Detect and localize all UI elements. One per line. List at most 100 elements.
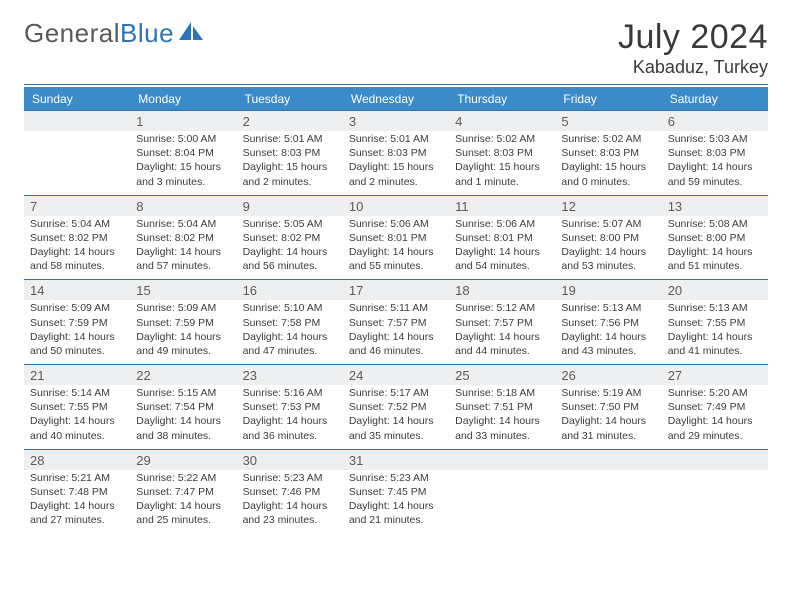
sail-icon bbox=[177, 20, 207, 42]
daylight-text: Daylight: 14 hours bbox=[243, 414, 337, 428]
day-number bbox=[24, 111, 130, 132]
daylight-text-2: and 49 minutes. bbox=[136, 344, 230, 358]
daylight-text-2: and 43 minutes. bbox=[561, 344, 655, 358]
daylight-text: Daylight: 14 hours bbox=[136, 414, 230, 428]
daynum-row: 28293031 bbox=[24, 449, 768, 470]
day-number: 31 bbox=[343, 449, 449, 470]
sunrise-text: Sunrise: 5:13 AM bbox=[668, 301, 762, 315]
day-cell: Sunrise: 5:00 AMSunset: 8:04 PMDaylight:… bbox=[130, 131, 236, 195]
daynum-row: 14151617181920 bbox=[24, 280, 768, 301]
brand-name-2: Blue bbox=[120, 18, 174, 48]
daylight-text: Daylight: 14 hours bbox=[561, 414, 655, 428]
daylight-text: Daylight: 14 hours bbox=[668, 414, 762, 428]
sunrise-text: Sunrise: 5:03 AM bbox=[668, 132, 762, 146]
day-number: 21 bbox=[24, 365, 130, 386]
weekday-header: Monday bbox=[130, 87, 236, 111]
day-number: 7 bbox=[24, 195, 130, 216]
daylight-text-2: and 46 minutes. bbox=[349, 344, 443, 358]
daylight-text: Daylight: 15 hours bbox=[136, 160, 230, 174]
divider bbox=[24, 84, 768, 85]
daylight-text-2: and 3 minutes. bbox=[136, 175, 230, 189]
info-row: Sunrise: 5:14 AMSunset: 7:55 PMDaylight:… bbox=[24, 385, 768, 449]
day-number bbox=[662, 449, 768, 470]
sunrise-text: Sunrise: 5:09 AM bbox=[30, 301, 124, 315]
daylight-text: Daylight: 14 hours bbox=[349, 414, 443, 428]
sunrise-text: Sunrise: 5:17 AM bbox=[349, 386, 443, 400]
day-number: 27 bbox=[662, 365, 768, 386]
day-number: 4 bbox=[449, 111, 555, 132]
daylight-text-2: and 58 minutes. bbox=[30, 259, 124, 273]
sunrise-text: Sunrise: 5:01 AM bbox=[243, 132, 337, 146]
sunset-text: Sunset: 7:55 PM bbox=[30, 400, 124, 414]
sunrise-text: Sunrise: 5:07 AM bbox=[561, 217, 655, 231]
day-number: 25 bbox=[449, 365, 555, 386]
day-cell bbox=[449, 470, 555, 534]
daylight-text: Daylight: 14 hours bbox=[668, 160, 762, 174]
sunset-text: Sunset: 7:55 PM bbox=[668, 316, 762, 330]
day-number: 3 bbox=[343, 111, 449, 132]
day-cell: Sunrise: 5:09 AMSunset: 7:59 PMDaylight:… bbox=[130, 300, 236, 364]
sunset-text: Sunset: 7:50 PM bbox=[561, 400, 655, 414]
day-number bbox=[449, 449, 555, 470]
header: GeneralBlue July 2024 Kabaduz, Turkey bbox=[24, 18, 768, 78]
daynum-row: 78910111213 bbox=[24, 195, 768, 216]
sunset-text: Sunset: 8:03 PM bbox=[668, 146, 762, 160]
daynum-row: 21222324252627 bbox=[24, 365, 768, 386]
sunrise-text: Sunrise: 5:04 AM bbox=[30, 217, 124, 231]
daylight-text: Daylight: 14 hours bbox=[349, 499, 443, 513]
day-cell: Sunrise: 5:02 AMSunset: 8:03 PMDaylight:… bbox=[449, 131, 555, 195]
day-cell: Sunrise: 5:19 AMSunset: 7:50 PMDaylight:… bbox=[555, 385, 661, 449]
sunrise-text: Sunrise: 5:10 AM bbox=[243, 301, 337, 315]
day-number: 19 bbox=[555, 280, 661, 301]
sunset-text: Sunset: 8:03 PM bbox=[349, 146, 443, 160]
daylight-text-2: and 35 minutes. bbox=[349, 429, 443, 443]
weekday-header: Thursday bbox=[449, 87, 555, 111]
day-number: 18 bbox=[449, 280, 555, 301]
sunset-text: Sunset: 8:03 PM bbox=[455, 146, 549, 160]
day-cell: Sunrise: 5:17 AMSunset: 7:52 PMDaylight:… bbox=[343, 385, 449, 449]
sunrise-text: Sunrise: 5:09 AM bbox=[136, 301, 230, 315]
day-cell: Sunrise: 5:21 AMSunset: 7:48 PMDaylight:… bbox=[24, 470, 130, 534]
sunset-text: Sunset: 7:58 PM bbox=[243, 316, 337, 330]
day-number: 13 bbox=[662, 195, 768, 216]
sunrise-text: Sunrise: 5:04 AM bbox=[136, 217, 230, 231]
sunset-text: Sunset: 8:00 PM bbox=[561, 231, 655, 245]
day-cell: Sunrise: 5:07 AMSunset: 8:00 PMDaylight:… bbox=[555, 216, 661, 280]
sunrise-text: Sunrise: 5:14 AM bbox=[30, 386, 124, 400]
day-number: 8 bbox=[130, 195, 236, 216]
daylight-text: Daylight: 14 hours bbox=[30, 414, 124, 428]
sunrise-text: Sunrise: 5:15 AM bbox=[136, 386, 230, 400]
day-number: 16 bbox=[237, 280, 343, 301]
daylight-text: Daylight: 14 hours bbox=[243, 330, 337, 344]
daylight-text: Daylight: 14 hours bbox=[243, 499, 337, 513]
daylight-text-2: and 33 minutes. bbox=[455, 429, 549, 443]
daylight-text-2: and 47 minutes. bbox=[243, 344, 337, 358]
day-cell: Sunrise: 5:11 AMSunset: 7:57 PMDaylight:… bbox=[343, 300, 449, 364]
weekday-header: Wednesday bbox=[343, 87, 449, 111]
sunset-text: Sunset: 8:02 PM bbox=[30, 231, 124, 245]
day-number: 23 bbox=[237, 365, 343, 386]
daylight-text-2: and 25 minutes. bbox=[136, 513, 230, 527]
sunset-text: Sunset: 7:51 PM bbox=[455, 400, 549, 414]
day-cell: Sunrise: 5:13 AMSunset: 7:55 PMDaylight:… bbox=[662, 300, 768, 364]
sunset-text: Sunset: 7:48 PM bbox=[30, 485, 124, 499]
day-cell bbox=[662, 470, 768, 534]
day-number: 2 bbox=[237, 111, 343, 132]
daylight-text: Daylight: 15 hours bbox=[455, 160, 549, 174]
sunrise-text: Sunrise: 5:16 AM bbox=[243, 386, 337, 400]
daylight-text-2: and 56 minutes. bbox=[243, 259, 337, 273]
daylight-text: Daylight: 14 hours bbox=[668, 330, 762, 344]
daylight-text: Daylight: 14 hours bbox=[455, 330, 549, 344]
daylight-text: Daylight: 14 hours bbox=[136, 499, 230, 513]
sunrise-text: Sunrise: 5:00 AM bbox=[136, 132, 230, 146]
day-number: 11 bbox=[449, 195, 555, 216]
daylight-text-2: and 29 minutes. bbox=[668, 429, 762, 443]
daylight-text: Daylight: 14 hours bbox=[136, 330, 230, 344]
location: Kabaduz, Turkey bbox=[618, 57, 768, 78]
day-number: 14 bbox=[24, 280, 130, 301]
day-number: 20 bbox=[662, 280, 768, 301]
sunset-text: Sunset: 7:57 PM bbox=[349, 316, 443, 330]
sunrise-text: Sunrise: 5:02 AM bbox=[561, 132, 655, 146]
day-number: 12 bbox=[555, 195, 661, 216]
sunrise-text: Sunrise: 5:18 AM bbox=[455, 386, 549, 400]
